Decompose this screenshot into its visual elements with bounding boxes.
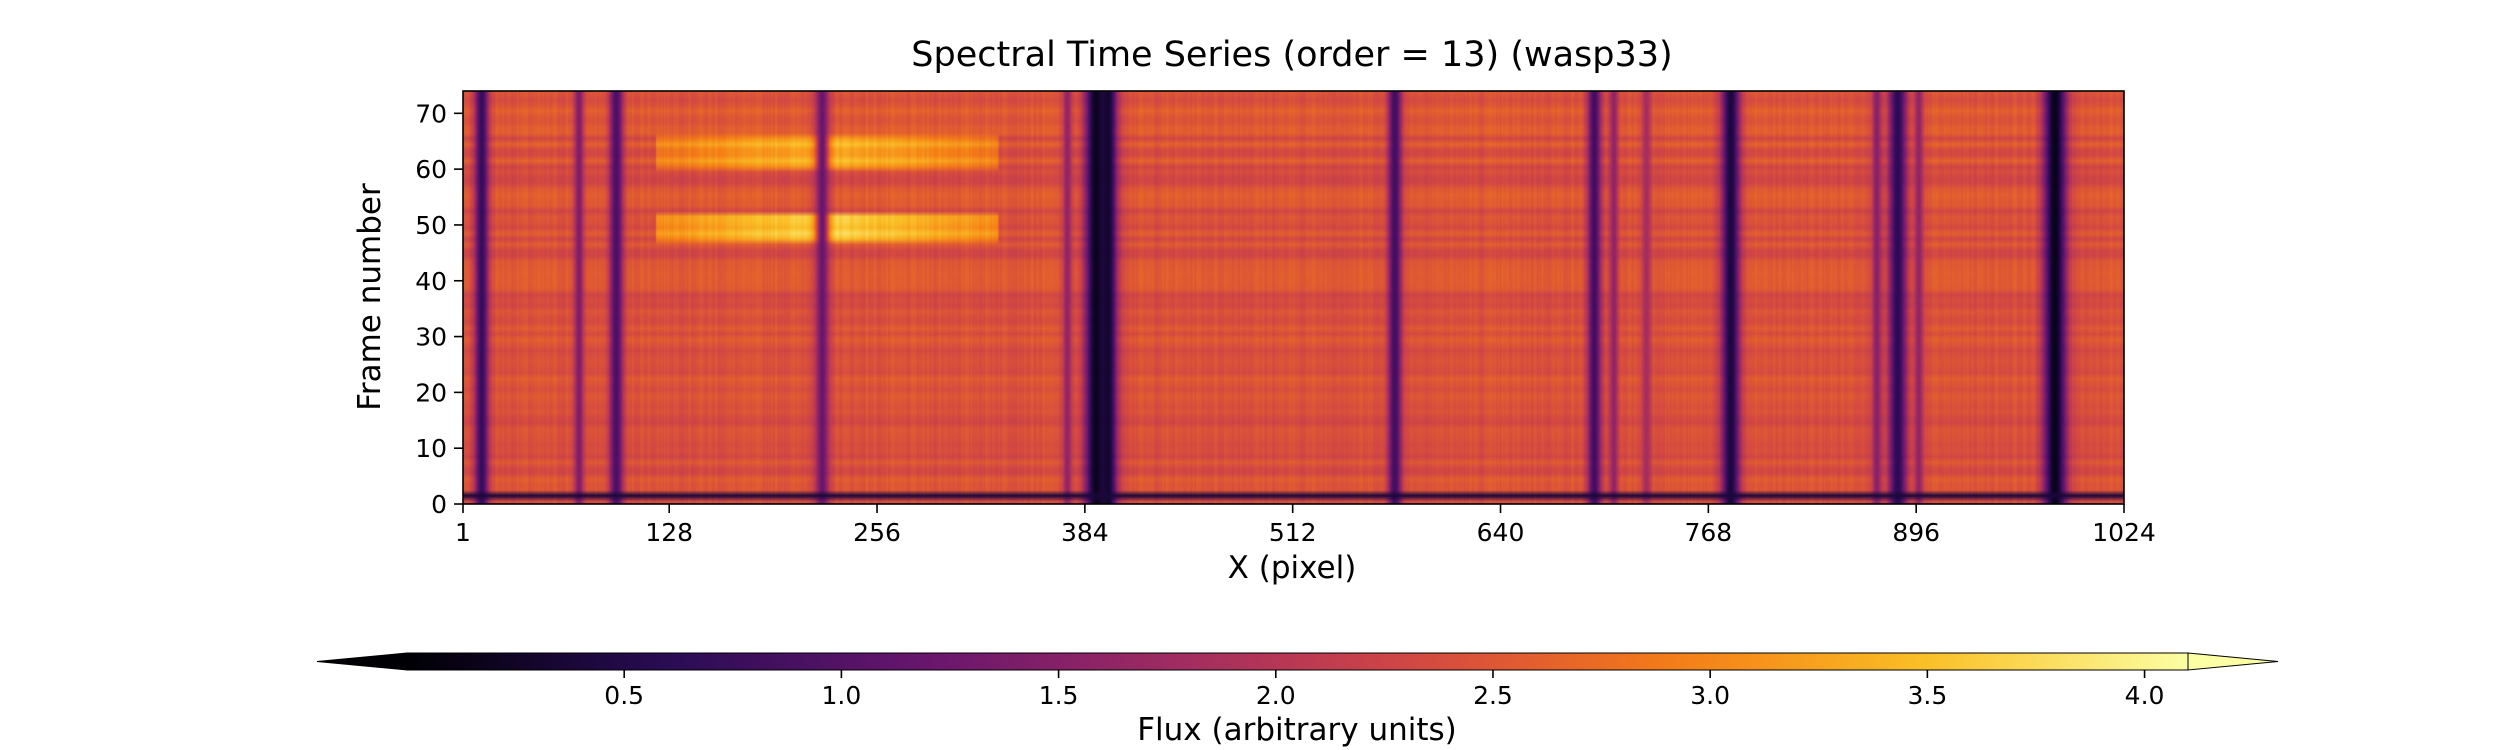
chart-title: Spectral Time Series (order = 13) (wasp3… [911,35,1672,75]
x-tick-label: 384 [1061,518,1109,547]
x-tick-label: 256 [853,518,901,547]
heatmap-plot [462,90,2125,505]
colorbar-tick-label: 0.5 [604,681,644,710]
colorbar-tick-label: 4.0 [2125,681,2165,710]
colorbar-tick-label: 3.0 [1690,681,1730,710]
y-tick-label: 30 [415,323,447,352]
x-tick-label: 1024 [2092,518,2156,547]
colorbar-label: Flux (arbitrary units) [1137,712,1457,748]
x-axis-label: X (pixel) [1228,550,1357,586]
y-tick-label: 60 [415,155,447,184]
colorbar-tick-label: 2.0 [1256,681,1296,710]
x-axis-ticks: 1 128 256 384 512 640 768 896 1024 [455,504,2156,547]
plot-frame [462,90,2125,505]
y-tick-label: 10 [415,434,447,463]
colorbar: 0.5 1.0 1.5 2.0 2.5 3.0 3.5 4.0 Flux (arbitrary… [316,652,2279,748]
x-tick-label: 640 [1477,518,1525,547]
colorbar-tick-label: 3.5 [1907,681,1947,710]
y-tick-label: 50 [415,211,447,240]
y-axis-label: Frame number [352,183,388,411]
y-axis-ticks: 0 10 20 30 40 50 60 70 [415,99,463,519]
x-tick-label: 896 [1892,518,1940,547]
colorbar-tick-label: 1.0 [822,681,862,710]
x-tick-label: 768 [1684,518,1732,547]
heatmap-image [463,91,2124,504]
colorbar-tick-label: 2.5 [1473,681,1513,710]
y-tick-label: 0 [431,490,447,519]
colorbar-frame [406,652,2189,671]
x-tick-label: 512 [1269,518,1317,547]
colorbar-high-extend [2187,652,2279,671]
x-tick-label: 128 [645,518,693,547]
y-tick-label: 20 [415,378,447,407]
x-tick-label: 1 [455,518,471,547]
y-tick-label: 70 [415,99,447,128]
colorbar-ticks: 0.5 1.0 1.5 2.0 2.5 3.0 3.5 4.0 [604,670,2164,710]
colorbar-tick-label: 1.5 [1039,681,1079,710]
y-tick-label: 40 [415,267,447,296]
colorbar-gradient [407,653,2188,670]
colorbar-low-extend [316,652,408,671]
